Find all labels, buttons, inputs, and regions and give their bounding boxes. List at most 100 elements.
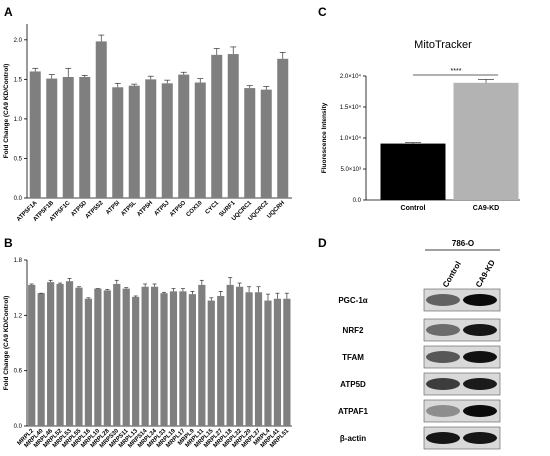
y-tick-label: 1.0×10⁴ <box>340 135 362 142</box>
blot-band <box>463 432 497 444</box>
x-tick-label: ATP5I <box>105 200 121 216</box>
protein-label: TFAM <box>342 353 364 362</box>
blot-band <box>426 405 460 417</box>
y-tick-label: 2.0×10⁴ <box>340 73 362 80</box>
x-tick-label: ATP5S2 <box>85 200 105 220</box>
y-tick-label: 1.5×10⁴ <box>340 104 362 111</box>
chart-c: 0.0 5.0×10³ 1.0×10⁴ 1.5×10⁴ 2.0×10⁴ MitoTrack… <box>321 39 520 212</box>
x-tick-label: ATP5L <box>120 200 138 218</box>
panel-label-b: B <box>4 236 13 250</box>
bar <box>94 288 102 426</box>
bar <box>188 294 196 426</box>
blot-band <box>426 351 460 363</box>
bar <box>150 286 159 426</box>
bar <box>453 82 519 200</box>
x-tick-label: ATP5H <box>136 200 154 218</box>
bar <box>79 76 91 198</box>
bar <box>160 293 168 426</box>
bar <box>145 79 157 198</box>
bar <box>128 85 140 198</box>
bar <box>113 283 121 426</box>
blot-band <box>463 294 497 306</box>
significance-label: **** <box>451 68 462 75</box>
x-tick-label: ATP5J <box>154 200 171 217</box>
bar <box>254 292 263 426</box>
bar <box>207 300 215 426</box>
panel-label-c: C <box>318 5 327 19</box>
bar <box>273 298 282 426</box>
bar <box>227 54 239 198</box>
blot-band <box>463 351 497 363</box>
y-tick-label: 1.2 <box>14 313 23 319</box>
bar <box>132 296 140 426</box>
protein-label: β-actin <box>340 434 366 443</box>
bar <box>103 290 111 426</box>
y-tick-label: 0.5 <box>14 156 23 162</box>
bar <box>226 284 234 426</box>
blot-band <box>426 378 460 390</box>
y-tick-label: 0.0 <box>14 424 23 430</box>
blot-band <box>463 405 497 417</box>
y-tick-label: 1.0 <box>14 117 23 123</box>
bar <box>211 54 223 198</box>
bar <box>46 78 58 198</box>
bar <box>62 76 74 198</box>
protein-label: NRF2 <box>343 326 364 335</box>
x-tick-label: CA9-KD <box>473 205 499 212</box>
bar <box>217 295 225 426</box>
y-tick-label: 5.0×10³ <box>340 167 361 173</box>
bar <box>198 284 206 426</box>
bar <box>169 291 178 426</box>
y-tick-label: 2.0 <box>14 38 23 44</box>
bar <box>244 88 256 198</box>
y-axis-label: Fluorescence Intensity <box>321 102 328 173</box>
chart-a: 0.0 0.5 1.0 1.5 2.0 Fold Change (CA9 KD/Contr… <box>3 24 292 223</box>
panel-label-d: D <box>318 236 327 250</box>
bar <box>28 284 36 426</box>
bar <box>260 89 272 198</box>
bar <box>236 286 244 426</box>
chart-title: MitoTracker <box>414 39 472 51</box>
bar <box>141 286 149 426</box>
y-axis-label: Fold Change (CA9 KD/Control) <box>3 296 10 391</box>
bar <box>47 282 55 426</box>
bar <box>179 291 187 426</box>
bar <box>29 71 41 198</box>
blot-band <box>463 324 497 336</box>
panel-b: B 0.0 0.6 1.2 1.8 Fold Change (CA9 KD/Contro… <box>3 236 292 449</box>
x-tick-label: COX10 <box>186 200 205 219</box>
panel-d: D 786-O Control CA9-KD PGC-1α NRF2 TFAM ATP… <box>318 236 501 450</box>
x-tick-label: UQCRH <box>266 200 286 220</box>
blot-band <box>426 294 460 306</box>
chart-b: 0.0 0.6 1.2 1.8 Fold Change (CA9 KD/Control)… <box>3 258 292 449</box>
panel-label-a: A <box>4 5 13 19</box>
y-tick-label: 1.8 <box>14 258 23 264</box>
bar <box>95 41 107 199</box>
x-tick-label: ATP5O <box>169 200 187 218</box>
y-tick-label: 0.6 <box>14 369 23 375</box>
lane-label-control: Control <box>441 260 463 289</box>
bar <box>75 287 83 426</box>
bar <box>178 74 190 198</box>
x-tick-label: Control <box>401 205 426 212</box>
bar <box>245 292 253 426</box>
bar <box>122 288 130 426</box>
bar <box>84 298 93 426</box>
protein-label: PGC-1α <box>338 296 367 305</box>
bar <box>65 281 74 426</box>
bar <box>277 58 289 198</box>
lane-label-ca9kd: CA9-KD <box>474 258 497 289</box>
western-blot-rows: PGC-1α NRF2 TFAM ATP5D ATPAF1 β-actin <box>338 288 501 450</box>
panel-a: A 0.0 0.5 1.0 1.5 2.0 Fold Change (CA9 KD/Con… <box>3 5 292 223</box>
protein-label: ATP5D <box>340 380 366 389</box>
bar <box>194 82 206 198</box>
bar <box>161 83 173 198</box>
protein-label: ATPAF1 <box>338 407 368 416</box>
cell-line-label: 786-O <box>452 239 474 248</box>
blot-band <box>426 324 460 336</box>
bar <box>283 298 291 426</box>
blot-band <box>426 432 460 444</box>
y-tick-label: 1.5 <box>14 77 23 83</box>
bar <box>112 87 124 198</box>
